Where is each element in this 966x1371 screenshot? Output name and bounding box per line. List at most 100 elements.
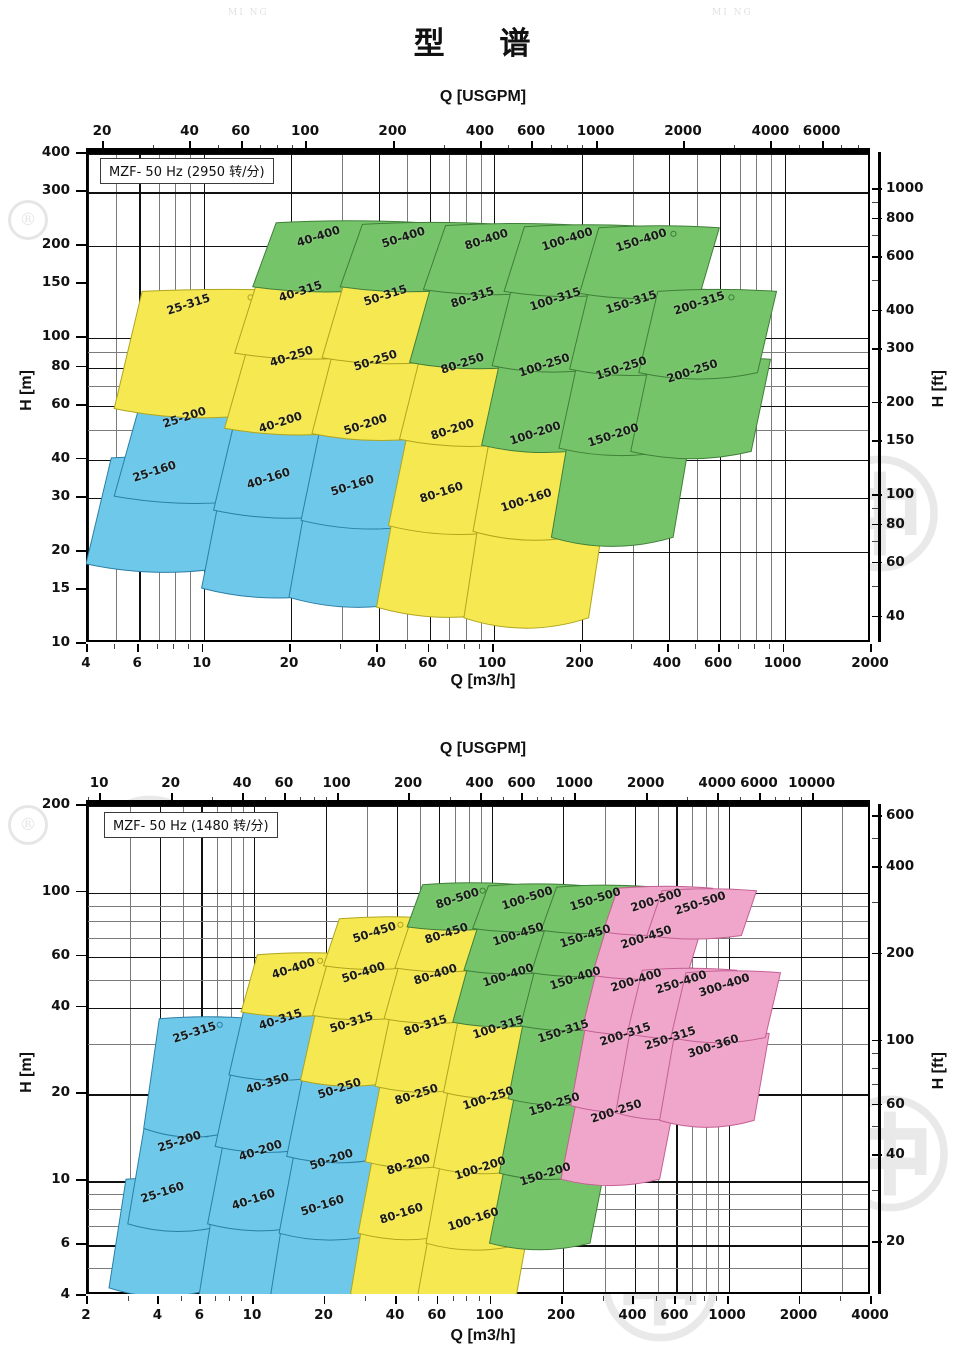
- axis-tick-label-bottom: 2: [81, 1307, 91, 1323]
- tick-bottom: [782, 644, 785, 652]
- axis-tick-label-right: 100: [886, 1031, 915, 1048]
- region-polygons: [86, 220, 778, 629]
- axis-tick-label-bottom: 10: [242, 1307, 262, 1323]
- axis-tick-label-right: 40: [886, 1146, 905, 1163]
- axis-tick-label-left: 150: [41, 274, 70, 291]
- chart2-top-axis-title: Q [USGPM]: [439, 740, 527, 757]
- axis-tick-label-top: 60: [274, 775, 294, 791]
- axis-tick-label-left: 100: [41, 882, 70, 899]
- tick-right-minor: [872, 902, 878, 904]
- tick-bottom: [727, 1296, 729, 1304]
- axis-bar-top: [86, 148, 870, 152]
- pump-region[interactable]: [670, 970, 782, 1044]
- axis-tick-label-left: 15: [51, 580, 70, 597]
- axis-tick-label-bottom: 40: [367, 655, 386, 671]
- tick-top: [102, 141, 105, 151]
- duty-point-marker: [670, 230, 677, 237]
- tick-right: [872, 865, 882, 868]
- pump-region[interactable]: [646, 888, 758, 940]
- tick-bottom: [201, 644, 204, 652]
- chart1-top-axis-title: Q [USGPM]: [439, 88, 527, 105]
- tick-bottom: [666, 644, 669, 652]
- gridline-v: [88, 154, 90, 640]
- duty-point-marker: [717, 893, 724, 900]
- tick-bottom: [561, 1296, 563, 1304]
- axis-tick-label-bottom: 40: [385, 1307, 405, 1323]
- tick-top: [392, 141, 395, 151]
- tick-bottom: [289, 644, 291, 652]
- gridline-h: [88, 192, 868, 194]
- axis-tick-label-top: 2000: [626, 775, 665, 791]
- tick-bottom: [427, 644, 430, 652]
- tick-bottom: [376, 644, 379, 652]
- axis-tick-label-bottom: 60: [427, 1307, 447, 1323]
- tick-left: [76, 804, 86, 806]
- tick-bottom-minor: [127, 1296, 129, 1301]
- tick-top: [595, 141, 598, 151]
- axis-tick-label-top: 600: [517, 123, 546, 139]
- tick-bottom: [632, 1296, 635, 1304]
- axis-tick-label-top: 20: [161, 775, 181, 791]
- axis-tick-label-left: 200: [41, 236, 70, 253]
- tick-right: [872, 561, 882, 564]
- tick-left: [76, 1005, 86, 1008]
- axis-tick-label-top: 100: [322, 775, 351, 791]
- axis-tick-label-right: 60: [886, 553, 905, 570]
- axis-tick-label-bottom: 200: [565, 655, 594, 671]
- tick-right: [872, 401, 882, 404]
- region-polygons: [108, 882, 782, 1294]
- pump-region[interactable]: [638, 288, 778, 380]
- chart2-left-axis-title: H [m]: [18, 1052, 35, 1093]
- tick-right: [872, 348, 882, 350]
- tick-bottom: [394, 1296, 397, 1304]
- tick-top: [521, 793, 524, 803]
- axis-tick-label-top: 6000: [740, 775, 778, 791]
- axis-tick-label-right: 300: [886, 340, 915, 357]
- tick-bottom: [436, 1296, 439, 1304]
- tick-bottom-minor: [173, 644, 175, 649]
- tick-top: [770, 141, 773, 151]
- tick-bottom-minor: [463, 644, 465, 649]
- tick-bottom: [870, 1296, 872, 1304]
- tick-bottom: [489, 1296, 492, 1304]
- tick-bottom-minor: [655, 1296, 657, 1301]
- tick-right: [872, 309, 882, 312]
- tick-left: [76, 1092, 86, 1094]
- axis-tick-label-left: 40: [51, 997, 70, 1014]
- chart-2950-container: Q [USGPM] Q [m3/h] H [m] H [ft] MZF- 50 …: [18, 88, 947, 689]
- axis-tick-label-bottom: 400: [618, 1307, 647, 1323]
- duty-point-marker: [479, 887, 486, 894]
- tick-top: [531, 141, 534, 151]
- axis-tick-label-right: 800: [886, 209, 915, 226]
- chart1-left-axis-title: H [m]: [18, 370, 35, 411]
- axis-tick-label-bottom: 6: [132, 655, 142, 671]
- axis-tick-label-right: 200: [886, 393, 915, 410]
- tick-bottom-minor: [228, 1296, 230, 1301]
- tick-left: [76, 1243, 86, 1245]
- axis-tick-label-bottom: 20: [314, 1307, 333, 1323]
- tick-right: [872, 1039, 882, 1042]
- tick-left: [76, 890, 86, 893]
- tick-bottom: [870, 644, 872, 652]
- axis-tick-label-bottom: 200: [546, 1307, 576, 1323]
- axis-tick-label-top: 10: [89, 775, 109, 791]
- gridline-v: [800, 806, 802, 1292]
- axis-bar-right: [878, 152, 881, 642]
- axis-tick-label-top: 40: [180, 123, 199, 139]
- axis-tick-label-top: 400: [465, 123, 495, 139]
- axis-tick-label-bottom: 100: [475, 1307, 504, 1323]
- axis-tick-label-bottom: 100: [477, 655, 507, 671]
- tick-bottom-minor: [466, 1296, 468, 1301]
- page-title: 型 谱: [413, 26, 553, 62]
- tick-bottom-minor: [754, 644, 756, 649]
- tick-right-minor: [872, 202, 878, 204]
- tick-right: [872, 1241, 882, 1243]
- axis-tick-label-top: 10000: [788, 775, 836, 791]
- chart-1480-container: Q [USGPM] Q [m3/h] H [m] H [ft] MZF- 50 …: [0, 712, 966, 1371]
- tick-bottom-minor: [215, 1296, 217, 1301]
- gridline-v: [129, 806, 131, 1292]
- axis-tick-label-right: 600: [886, 807, 915, 824]
- tick-left: [76, 336, 86, 338]
- tick-top: [240, 141, 243, 151]
- axis-tick-label-left: 60: [51, 946, 70, 963]
